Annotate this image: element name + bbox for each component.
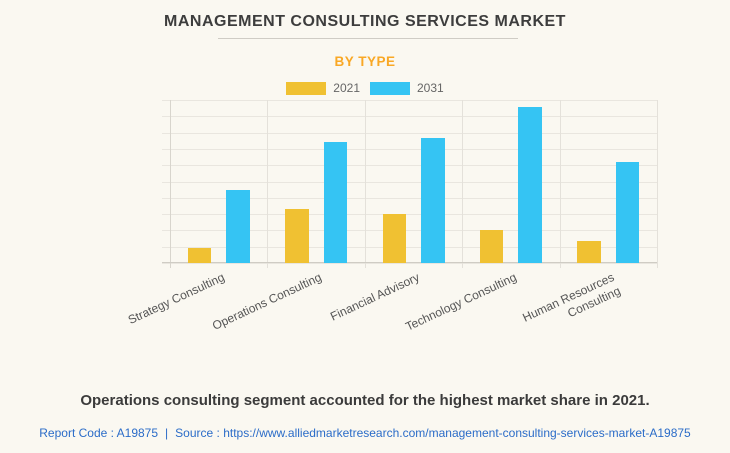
x-axis-label: Human Resources Consulting [520, 270, 623, 325]
x-axis-label: Operations Consulting [210, 270, 325, 333]
legend-swatch-2021-icon [286, 81, 327, 95]
bar-2031-operations-consulting [323, 142, 348, 263]
page-title: MANAGEMENT CONSULTING SERVICES MARKET [164, 13, 566, 30]
x-axis-line [162, 262, 657, 263]
title-underline [218, 38, 518, 39]
gridline-horizontal [162, 214, 657, 216]
legend: 2021 2031 [0, 81, 730, 95]
bar-2031-technology-consulting [518, 107, 542, 263]
source-url-link[interactable]: https://www.alliedmarketresearch.com/man… [223, 426, 691, 440]
gridline-vertical [462, 100, 464, 268]
bar-2031-strategy-consulting [226, 189, 250, 263]
plot-area [162, 100, 658, 268]
legend-label-2021: 2021 [333, 81, 360, 95]
gridline-vertical [657, 100, 658, 268]
chart-subtitle: BY TYPE [334, 54, 396, 69]
bar-2021-operations-consulting [285, 209, 309, 263]
bar-2021-strategy-consulting [187, 248, 212, 263]
key-finding-statement: Operations consulting segment accounted … [80, 392, 650, 409]
source-prefix: Source : [175, 426, 220, 440]
bar-2021-technology-consulting [479, 230, 504, 263]
separator: | [165, 426, 169, 440]
legend-label-2031: 2031 [417, 81, 444, 95]
legend-swatch-2031-icon [370, 81, 410, 95]
bar-2021-human-resources [577, 241, 601, 263]
report-code: Report Code : A19875 [39, 426, 159, 440]
gridline-horizontal [162, 116, 657, 118]
bar-2031-human-resources [615, 161, 640, 263]
gridline-horizontal [162, 132, 657, 134]
x-axis-label: Technology Consulting [403, 270, 519, 334]
gridline-horizontal [162, 263, 657, 264]
gridline-vertical [364, 100, 366, 268]
bar-2031-financial-advisory [421, 138, 445, 263]
legend-item-2021: 2021 [286, 81, 360, 95]
y-axis-line [170, 100, 171, 268]
gridline-horizontal [162, 181, 657, 183]
bar-2021-financial-advisory [382, 214, 406, 263]
gridline-horizontal [162, 148, 657, 150]
gridline-horizontal [162, 230, 657, 232]
gridline-horizontal [162, 246, 657, 248]
gridline-vertical [267, 100, 269, 268]
source-line: Report Code : A19875 | Source : https://ww… [0, 426, 730, 440]
gridline-horizontal [162, 197, 657, 199]
legend-item-2031: 2031 [370, 81, 444, 95]
gridline-horizontal [162, 100, 657, 101]
gridline-horizontal [162, 165, 657, 167]
x-axis-label: Financial Advisory [327, 270, 422, 324]
gridline-vertical [559, 100, 561, 268]
